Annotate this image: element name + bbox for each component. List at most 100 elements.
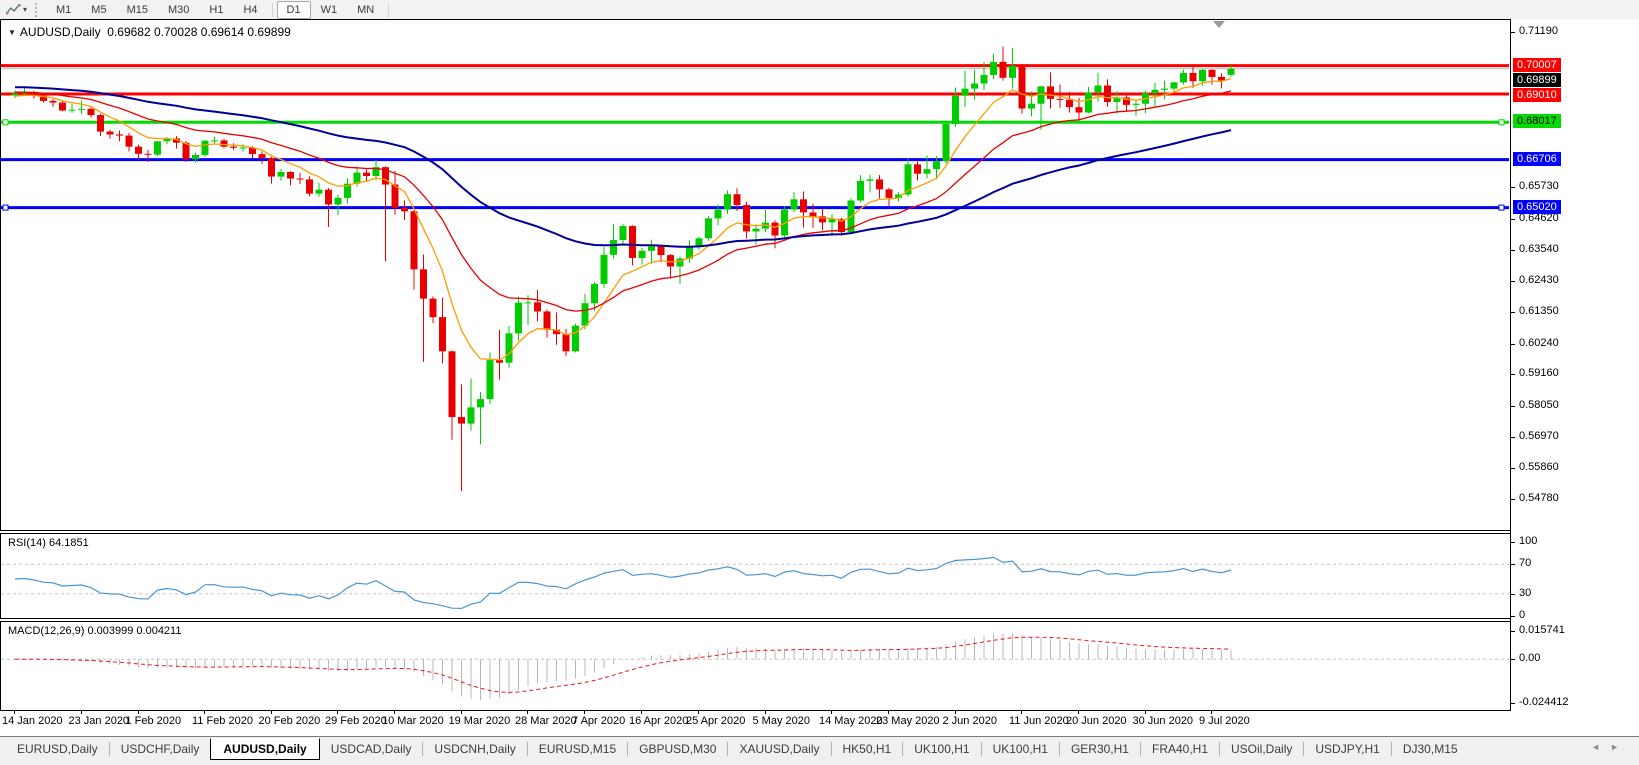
tab-gbpusd-m30[interactable]: GBPUSD,M30 — [639, 742, 717, 756]
main-chart-panel[interactable] — [0, 19, 1638, 531]
line-selection-handle[interactable] — [2, 119, 9, 126]
tab-scroll-right-icon[interactable]: ► — [1610, 742, 1629, 752]
moving-average-line-8 — [14, 77, 1232, 361]
date-label: 30 Jun 2020 — [1132, 715, 1194, 727]
macd-tick-label: 0.00 — [1519, 652, 1541, 665]
macd-indicator-panel[interactable] — [0, 621, 1638, 711]
date-label: 28 Mar 2020 — [515, 715, 577, 727]
tab-hk50-h1[interactable]: HK50,H1 — [842, 742, 892, 756]
tab-eurusd-daily[interactable]: EURUSD,Daily — [17, 742, 98, 756]
toolbar-grip-handle[interactable] — [35, 2, 40, 17]
price-axis-tick — [1511, 32, 1515, 33]
chart-ohlc-values: 0.69682 0.70028 0.69614 0.69899 — [107, 25, 291, 39]
time-axis-tick — [764, 711, 766, 714]
time-axis-tick — [698, 711, 699, 714]
date-label: 20 Feb 2020 — [258, 715, 321, 727]
date-label: 5 May 2020 — [752, 715, 810, 727]
tab-separator — [980, 742, 982, 756]
macd-chart-layer[interactable] — [1, 622, 1509, 709]
price-shift-marker-icon[interactable] — [1213, 21, 1225, 28]
chart-title: ▼ AUDUSD,Daily 0.69682 0.70028 0.69614 0.… — [8, 25, 291, 39]
tab-scroll-left-icon[interactable]: ◄ — [1591, 742, 1611, 752]
time-axis-tick — [14, 711, 15, 714]
timeframe-toolbar: ▾ M1 M5 M15 M30 H1 H4 D1 W1 MN — [0, 0, 1639, 20]
time-axis-tick — [1078, 711, 1079, 714]
tab-xauusd-daily[interactable]: XAUUSD,Daily — [739, 742, 820, 756]
date-label: 16 Apr 2020 — [629, 715, 689, 727]
timeframe-button-m15[interactable]: M15 — [126, 3, 148, 16]
line-selection-handle[interactable] — [1498, 204, 1505, 211]
time-axis-tick — [394, 711, 395, 714]
dropdown-caret-icon: ▾ — [23, 5, 28, 14]
price-axis-tick — [1511, 405, 1515, 407]
price-axis-tick — [1511, 218, 1515, 220]
tab-fra40-h1[interactable]: FRA40,H1 — [1151, 742, 1209, 756]
tab-separator — [1058, 742, 1060, 756]
time-axis-tick — [1144, 711, 1146, 714]
rsi-indicator-panel[interactable] — [0, 533, 1638, 619]
tab-usdjpy-h1[interactable]: USDJPY,H1 — [1315, 742, 1380, 756]
tab-separator — [902, 742, 904, 756]
date-label: 23 May 2020 — [876, 715, 940, 727]
time-axis-tick — [954, 711, 956, 714]
timeframe-button-m5[interactable]: M5 — [91, 3, 107, 16]
price-tick-label: 0.55860 — [1519, 461, 1559, 474]
date-label: 14 May 2020 — [819, 715, 883, 727]
date-label: 23 Jan 2020 — [68, 715, 130, 727]
timeframe-button-h4[interactable]: H4 — [243, 3, 258, 16]
timeframe-button-mn[interactable]: MN — [357, 3, 375, 16]
tab-eurusd-m15[interactable]: EURUSD,M15 — [538, 742, 617, 756]
timeframe-button-h1[interactable]: H1 — [209, 3, 224, 16]
macd-indicator-label: MACD(12,26,9) 0.003999 0.004211 — [8, 625, 182, 637]
price-tick-label: 0.54780 — [1519, 492, 1559, 504]
tab-ger30-h1[interactable]: GER30,H1 — [1070, 742, 1129, 756]
tab-usdcnh-daily[interactable]: USDCNH,Daily — [434, 742, 516, 756]
time-axis[interactable]: 14 Jan 2020 23 Jan 2020 1 Feb 2020 11 Feb 2… — [0, 711, 1639, 736]
rsi-axis-tick — [1511, 616, 1515, 617]
price-line-label: 0.69899 — [1513, 72, 1561, 87]
price-tick-label: 0.58050 — [1519, 398, 1559, 411]
macd-histogram-group — [14, 633, 1232, 701]
date-label: 10 Mar 2020 — [382, 715, 444, 727]
line-selection-handle[interactable] — [1498, 119, 1505, 126]
macd-axis-tick — [1511, 659, 1515, 661]
timeframe-button-m1[interactable]: M1 — [56, 3, 72, 16]
timeframe-button-m30[interactable]: M30 — [167, 3, 190, 16]
price-axis[interactable]: 0.71190 0.65730 0.64620 0.63540 0.62430 0.613… — [1510, 19, 1639, 711]
timeframe-button-w1[interactable]: W1 — [320, 3, 338, 16]
timeframe-button-d1[interactable]: D1 — [276, 0, 311, 19]
price-tick-label: 0.59160 — [1519, 367, 1559, 380]
tab-separator — [526, 742, 528, 756]
time-axis-tick — [270, 711, 272, 714]
tab-dj30-m15[interactable]: DJ30,M15 — [1402, 742, 1458, 756]
chart-tool-button[interactable]: ▾ — [0, 0, 31, 19]
date-label: 7 Apr 2020 — [572, 715, 626, 727]
date-label: 11 Feb 2020 — [192, 715, 253, 727]
chart-tool-icon — [6, 4, 21, 15]
tab-usdchf-daily[interactable]: USDCHF,Daily — [120, 742, 200, 756]
time-axis-tick — [337, 711, 338, 714]
rsi-tick-label: 70 — [1519, 557, 1532, 570]
time-axis-tick — [1021, 711, 1022, 714]
line-selection-handle[interactable] — [2, 204, 9, 211]
tab-audusd-daily[interactable]: AUDUSD,Daily — [210, 737, 320, 760]
date-label: 1 Feb 2020 — [125, 715, 182, 727]
date-label: 9 Jul 2020 — [1199, 715, 1250, 727]
price-line-label: 0.68017 — [1513, 114, 1561, 129]
tab-uk100-h1[interactable]: UK100,H1 — [992, 742, 1048, 756]
price-axis-tick — [1511, 436, 1515, 438]
rsi-axis-tick — [1511, 593, 1515, 595]
tab-usdcad-daily[interactable]: USDCAD,Daily — [330, 742, 412, 756]
rsi-chart-layer[interactable] — [1, 534, 1509, 617]
price-tick-label: 0.65730 — [1519, 180, 1559, 193]
rsi-tick-label: 30 — [1519, 586, 1532, 599]
time-axis-tick — [460, 711, 462, 714]
rsi-tick-label: 0 — [1519, 609, 1526, 621]
time-axis-tick — [204, 711, 205, 714]
candlestick-chart-layer[interactable] — [1, 20, 1509, 529]
tab-uk100-h1[interactable]: UK100,H1 — [914, 742, 970, 756]
tab-usoil-daily[interactable]: USOil,Daily — [1231, 742, 1293, 756]
price-tick-label: 0.63540 — [1519, 242, 1559, 255]
tab-separator — [1303, 742, 1305, 756]
price-axis-tick — [1511, 249, 1515, 251]
